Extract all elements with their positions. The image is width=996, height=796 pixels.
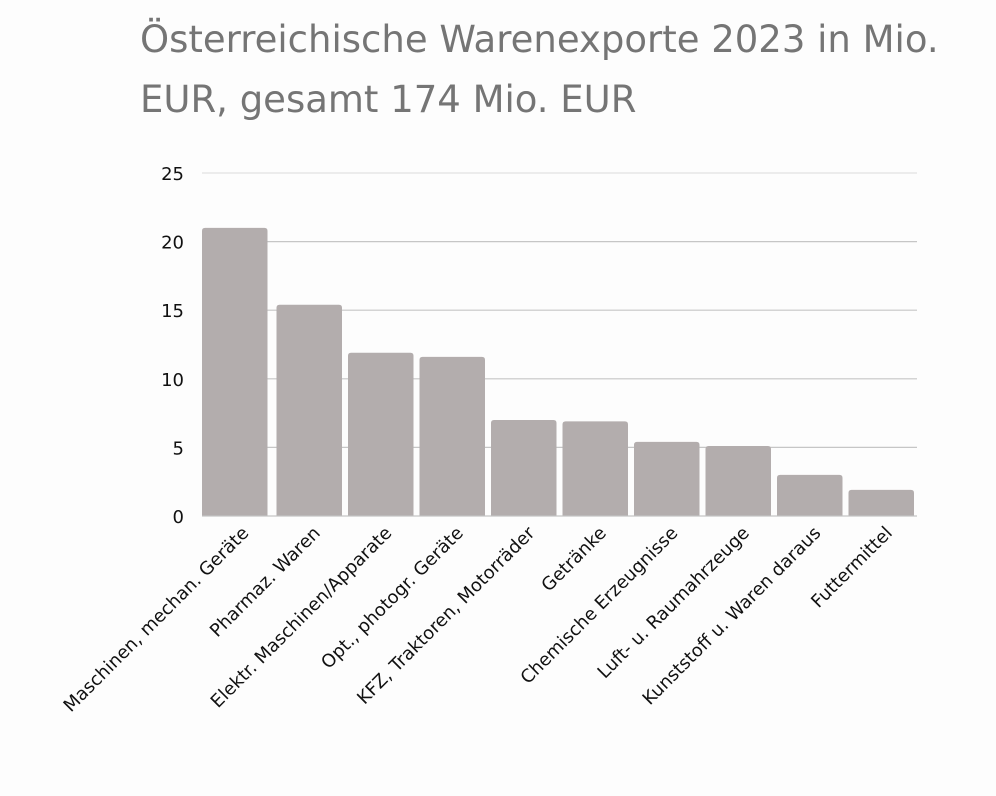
bar: [634, 441, 700, 516]
bar: [491, 419, 557, 516]
y-tick-label: 5: [173, 438, 184, 459]
x-tick-label: Opt., photogr. Geräte: [317, 523, 468, 674]
y-tick-label: 15: [161, 301, 184, 322]
y-tick-label: 10: [161, 370, 184, 391]
y-tick-label: 0: [173, 507, 184, 528]
bar: [777, 474, 843, 516]
bar: [419, 356, 485, 516]
bar: [348, 352, 414, 516]
chart-title: Österreichische Warenexporte 2023 in Mio…: [140, 18, 939, 121]
y-tick-label: 20: [161, 233, 184, 254]
bar: [848, 489, 914, 516]
bar: [705, 446, 771, 516]
x-tick-label: Getränke: [537, 523, 610, 596]
bar: [202, 227, 268, 516]
bar: [562, 421, 628, 516]
bar: [276, 304, 342, 516]
y-tick-label: 25: [161, 164, 184, 185]
